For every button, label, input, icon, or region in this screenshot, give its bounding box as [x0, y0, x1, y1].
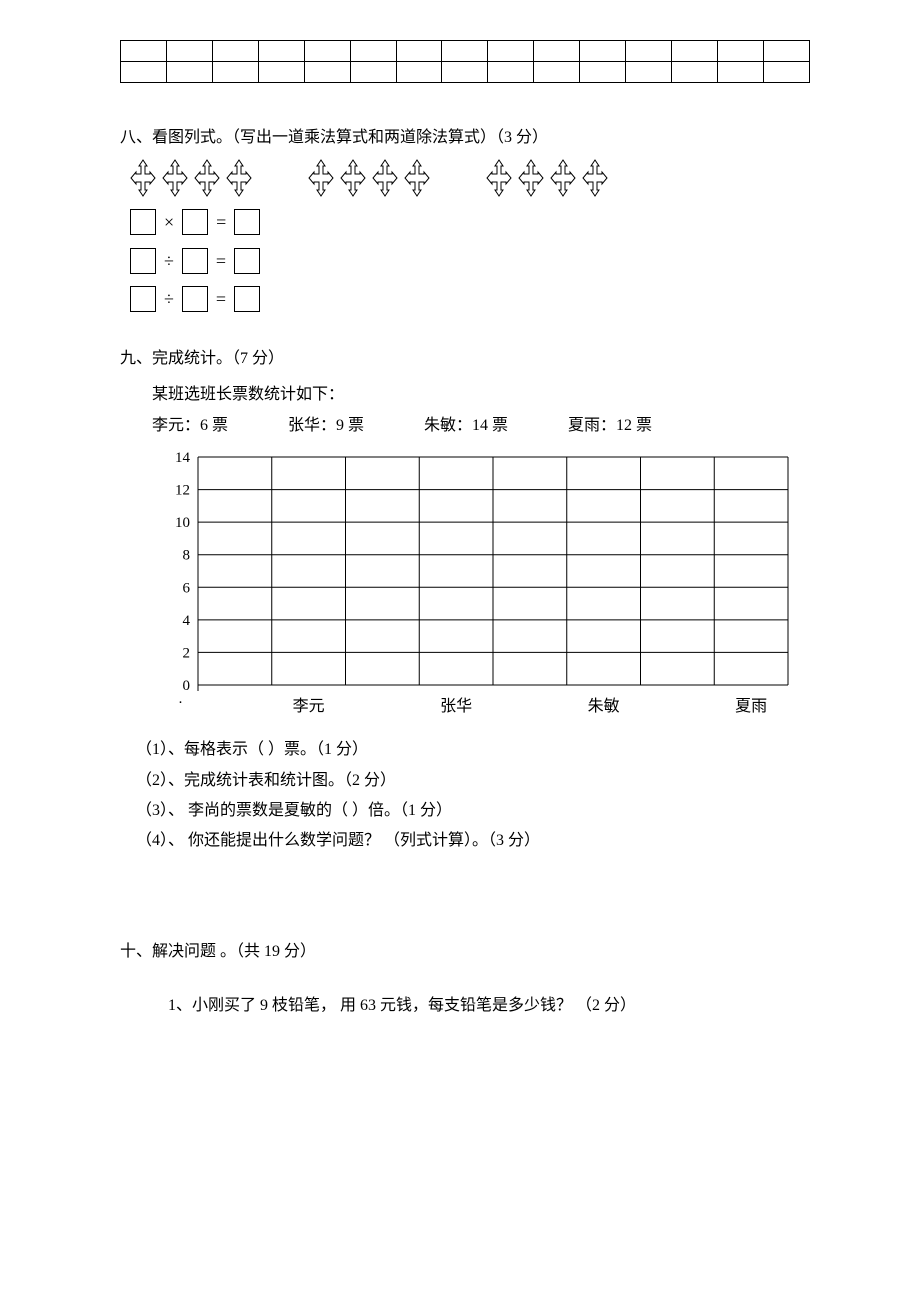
blank-cell [166, 62, 212, 83]
vote-entry: 朱敏：14 票 [424, 411, 508, 441]
blank-cell [212, 41, 258, 62]
blank-cell [442, 41, 488, 62]
answer-box[interactable] [234, 209, 260, 235]
blank-cell [258, 41, 304, 62]
cross-arrow-icon [486, 159, 512, 197]
cross-arrow-icon [194, 159, 220, 197]
blank-cell [488, 41, 534, 62]
vote-entry: 夏雨：12 票 [568, 411, 652, 441]
blank-cell [166, 41, 212, 62]
blank-cell [121, 41, 167, 62]
cross-arrow-icon [130, 159, 156, 197]
blank-cell [763, 41, 809, 62]
equals: = [216, 244, 226, 278]
svg-text:4: 4 [183, 613, 191, 629]
svg-text:·: · [178, 695, 183, 711]
equals: = [216, 282, 226, 316]
blank-cell [396, 41, 442, 62]
arrow-group [308, 159, 430, 197]
answer-box[interactable] [182, 209, 208, 235]
arrow-group [486, 159, 608, 197]
arrow-group [130, 159, 252, 197]
section-9-heading: 九、完成统计。（7 分） [120, 344, 810, 374]
section-10-q1: 1、小刚买了 9 枝铅笔， 用 63 元钱，每支铅笔是多少钱？ （2 分） [168, 991, 810, 1021]
svg-text:14: 14 [175, 450, 191, 466]
section-9-q2: （2）、完成统计表和统计图。（2 分） [136, 766, 810, 796]
blank-cell [350, 62, 396, 83]
answer-box[interactable] [130, 209, 156, 235]
equation-row: ÷= [130, 282, 810, 316]
answer-box[interactable] [130, 248, 156, 274]
blank-cell [442, 62, 488, 83]
blank-cell [534, 62, 580, 83]
section-9-q3: （3）、 李尚的票数是夏敏的（ ）倍。（1 分） [136, 796, 810, 826]
svg-text:李元: 李元 [293, 697, 325, 715]
svg-text:2: 2 [183, 646, 191, 662]
blank-cell [626, 41, 672, 62]
svg-text:0: 0 [183, 678, 191, 694]
section-9-subheading: 某班选班长票数统计如下： [152, 380, 810, 410]
section-10-heading: 十、解决问题 。（共 19 分） [120, 937, 810, 967]
answer-box[interactable] [182, 248, 208, 274]
blank-cell [717, 62, 763, 83]
blank-cell [672, 41, 718, 62]
svg-text:10: 10 [175, 515, 190, 531]
blank-cell [717, 41, 763, 62]
equals: = [216, 205, 226, 239]
svg-text:朱敏: 朱敏 [588, 697, 620, 715]
blank-cell [350, 41, 396, 62]
blank-cell [534, 41, 580, 62]
svg-text:6: 6 [183, 580, 191, 596]
blank-grid-table [120, 40, 810, 83]
blank-cell [212, 62, 258, 83]
cross-arrow-icon [404, 159, 430, 197]
operator: × [164, 205, 174, 239]
operator: ÷ [164, 282, 174, 316]
answer-box[interactable] [234, 286, 260, 312]
section-8-arrows [130, 159, 810, 197]
blank-cell [258, 62, 304, 83]
answer-box[interactable] [234, 248, 260, 274]
operator: ÷ [164, 244, 174, 278]
section-8-equations: ×=÷=÷= [120, 205, 810, 316]
cross-arrow-icon [340, 159, 366, 197]
svg-text:夏雨: 夏雨 [735, 698, 767, 715]
bar-chart: 0 2 4 6 8 10 12 14 · 李元 张华 朱敏 夏雨 [152, 447, 810, 727]
svg-text:张华: 张华 [440, 697, 472, 715]
blank-cell [121, 62, 167, 83]
blank-cell [672, 62, 718, 83]
blank-cell [763, 62, 809, 83]
blank-cell [488, 62, 534, 83]
cross-arrow-icon [518, 159, 544, 197]
equation-row: ÷= [130, 244, 810, 278]
vote-entry: 张华：9 票 [288, 411, 364, 441]
section-9-q4: （4）、 你还能提出什么数学问题？ （列式计算）。（3 分） [136, 826, 810, 856]
equation-row: ×= [130, 205, 810, 239]
section-9-q1: （1）、每格表示（ ）票。（1 分） [136, 735, 810, 765]
blank-cell [580, 62, 626, 83]
cross-arrow-icon [550, 159, 576, 197]
section-8-heading: 八、看图列式。（写出一道乘法算式和两道除法算式）（3 分） [120, 123, 810, 153]
cross-arrow-icon [372, 159, 398, 197]
svg-text:12: 12 [175, 483, 190, 499]
answer-box[interactable] [182, 286, 208, 312]
vote-entry: 李元：6 票 [152, 411, 228, 441]
blank-cell [626, 62, 672, 83]
votes-line: 李元：6 票 张华：9 票 朱敏：14 票 夏雨：12 票 [152, 411, 810, 441]
blank-cell [396, 62, 442, 83]
cross-arrow-icon [226, 159, 252, 197]
blank-cell [304, 41, 350, 62]
cross-arrow-icon [162, 159, 188, 197]
blank-cell [580, 41, 626, 62]
svg-text:8: 8 [183, 548, 191, 564]
blank-cell [304, 62, 350, 83]
cross-arrow-icon [308, 159, 334, 197]
answer-box[interactable] [130, 286, 156, 312]
cross-arrow-icon [582, 159, 608, 197]
